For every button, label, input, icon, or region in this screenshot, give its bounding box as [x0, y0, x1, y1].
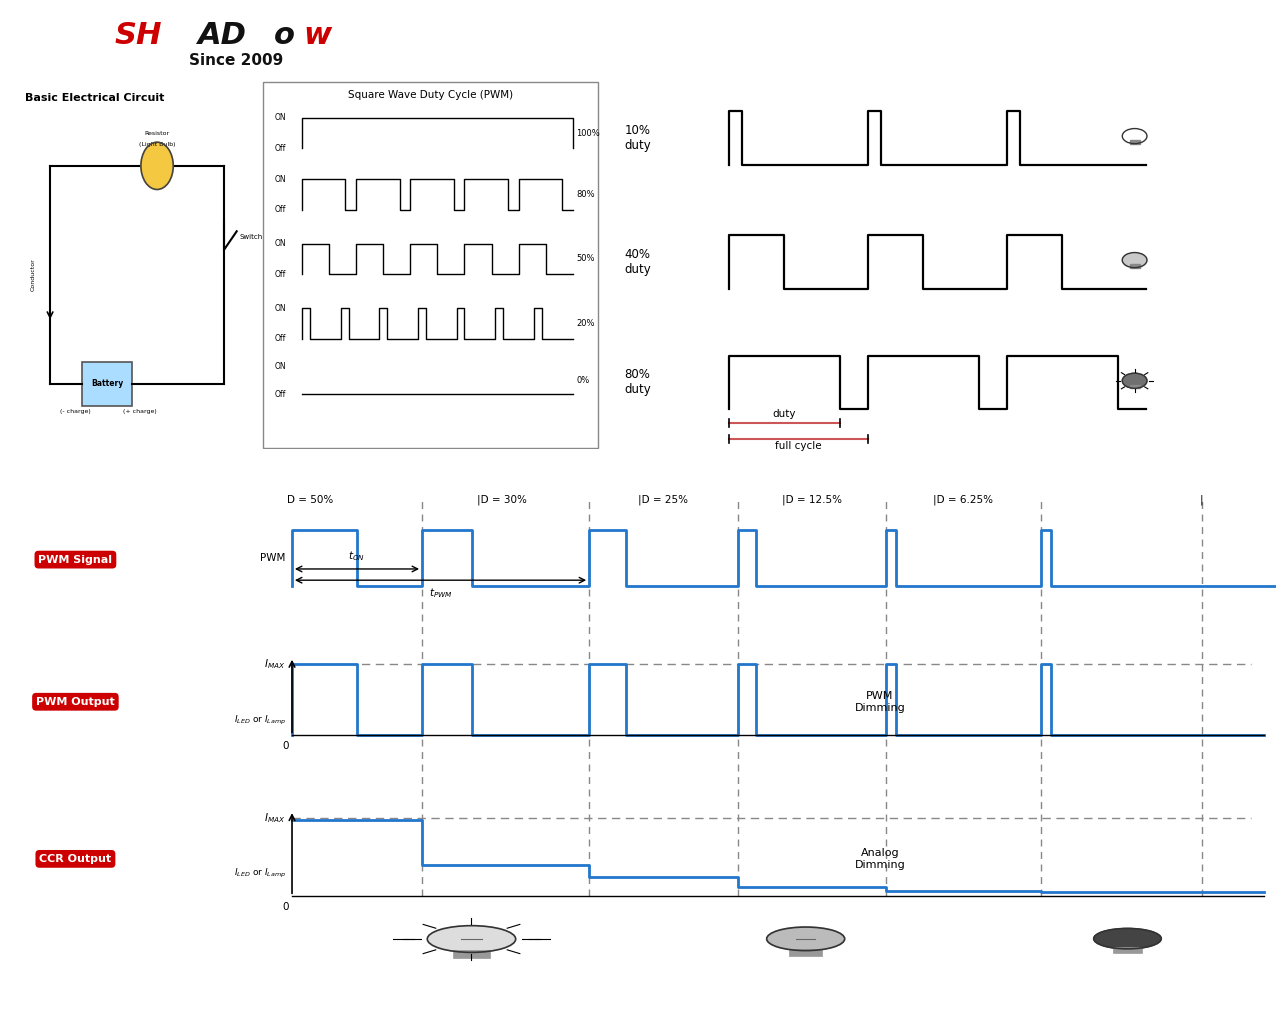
- Text: (- charge): (- charge): [60, 409, 91, 414]
- Text: Off: Off: [276, 143, 287, 153]
- Text: Since 2009: Since 2009: [189, 54, 283, 68]
- Text: 50%: 50%: [575, 255, 595, 264]
- Text: CCR Output: CCR Output: [40, 853, 111, 864]
- Text: 100%: 100%: [575, 128, 600, 137]
- Text: duty: duty: [772, 409, 796, 418]
- Text: Square Wave Duty Cycle (PWM): Square Wave Duty Cycle (PWM): [348, 90, 513, 100]
- Text: Off: Off: [276, 390, 287, 399]
- Text: 10%
duty: 10% duty: [624, 124, 651, 152]
- Text: 20%: 20%: [575, 319, 595, 328]
- Text: PWM Output: PWM Output: [36, 697, 115, 707]
- Circle shape: [1123, 252, 1147, 268]
- Text: $I_{LED}$ or $I_{Lamp}$: $I_{LED}$ or $I_{Lamp}$: [234, 868, 286, 881]
- Text: ON: ON: [276, 113, 287, 122]
- Text: w: w: [304, 21, 332, 49]
- Circle shape: [1123, 128, 1147, 143]
- Text: |D = 12.5%: |D = 12.5%: [782, 495, 842, 505]
- Text: |D = 30%: |D = 30%: [477, 495, 527, 505]
- Bar: [790, 948, 822, 955]
- Text: Off: Off: [276, 205, 287, 214]
- Text: Conductor: Conductor: [31, 259, 36, 291]
- Text: full cycle: full cycle: [775, 440, 822, 450]
- Text: |D = 25%: |D = 25%: [638, 495, 688, 505]
- Text: Off: Off: [276, 334, 287, 343]
- Bar: [1129, 140, 1139, 143]
- Text: ON: ON: [276, 362, 287, 371]
- Text: |: |: [1199, 495, 1203, 505]
- Text: |D = 6.25%: |D = 6.25%: [933, 495, 993, 505]
- Text: Off: Off: [276, 270, 287, 279]
- Text: 80%: 80%: [575, 190, 595, 199]
- Text: ON: ON: [276, 304, 287, 313]
- Text: PWM Signal: PWM Signal: [38, 554, 112, 565]
- Bar: [1129, 265, 1139, 268]
- Circle shape: [767, 927, 845, 950]
- Circle shape: [140, 142, 174, 190]
- Bar: [1114, 947, 1142, 953]
- Text: PWM
Dimming: PWM Dimming: [855, 691, 905, 713]
- Text: $I_{MAX}$: $I_{MAX}$: [264, 658, 286, 672]
- Text: SH: SH: [115, 21, 162, 49]
- Text: o: o: [274, 21, 295, 49]
- Text: (+ charge): (+ charge): [122, 409, 157, 414]
- Text: 40%
duty: 40% duty: [624, 247, 651, 276]
- Text: 0: 0: [282, 902, 290, 912]
- Text: ON: ON: [276, 239, 287, 248]
- Text: $t_{ON}$: $t_{ON}$: [348, 548, 365, 563]
- Bar: [453, 950, 490, 958]
- Text: ON: ON: [276, 175, 287, 184]
- Text: Resistor: Resistor: [144, 130, 170, 135]
- Bar: [1129, 385, 1139, 388]
- Text: PWM: PWM: [260, 552, 286, 563]
- Text: $t_{PWM}$: $t_{PWM}$: [429, 587, 453, 600]
- Text: Switch: Switch: [239, 233, 263, 239]
- Text: AD: AD: [198, 21, 246, 49]
- Text: (Light Bulb): (Light Bulb): [139, 141, 175, 146]
- Text: 0: 0: [282, 741, 290, 751]
- Text: D = 50%: D = 50%: [287, 495, 334, 505]
- Text: 80%
duty: 80% duty: [624, 369, 651, 396]
- Circle shape: [1123, 374, 1147, 388]
- Circle shape: [427, 925, 516, 952]
- Text: $I_{LED}$ or $I_{Lamp}$: $I_{LED}$ or $I_{Lamp}$: [234, 714, 286, 727]
- Text: $I_{MAX}$: $I_{MAX}$: [264, 811, 286, 824]
- FancyBboxPatch shape: [83, 363, 133, 406]
- Circle shape: [1094, 928, 1161, 948]
- Text: 0%: 0%: [575, 376, 590, 385]
- Text: Analog
Dimming: Analog Dimming: [855, 848, 905, 870]
- Text: Basic Electrical Circuit: Basic Electrical Circuit: [26, 93, 165, 103]
- Text: Battery: Battery: [91, 379, 124, 388]
